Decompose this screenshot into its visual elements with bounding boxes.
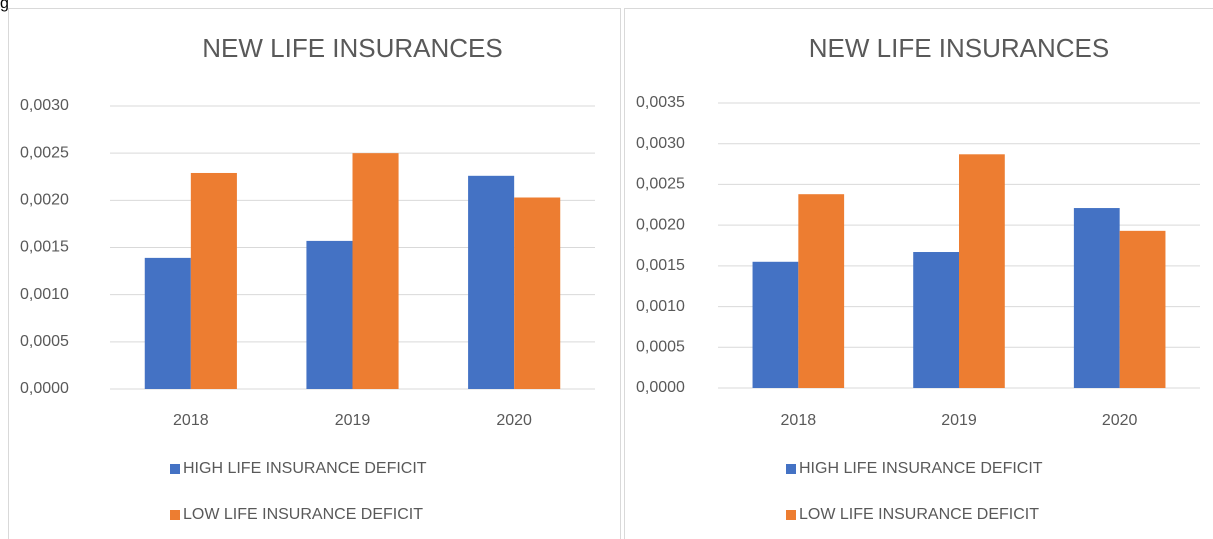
bar	[1073, 208, 1120, 388]
legend-label: LOW LIFE INSURANCE DEFICIT	[183, 506, 423, 523]
x-tick-label: 2018	[173, 412, 209, 429]
bar	[144, 257, 191, 389]
y-tick-label: 0,0020	[636, 216, 685, 233]
y-tick-label: 0,0015	[20, 239, 69, 256]
bar	[1119, 230, 1166, 388]
y-tick-label: 0,0025	[20, 144, 69, 161]
y-tick-label: 0,0025	[636, 176, 685, 193]
y-tick-label: 0,0035	[636, 94, 685, 111]
legend-swatch	[786, 510, 796, 520]
fragment: g	[0, 0, 9, 12]
legend-swatch	[786, 464, 796, 474]
legend-label: HIGH LIFE INSURANCE DEFICIT	[183, 460, 427, 477]
chart-frame	[8, 8, 621, 539]
y-tick-label: 0,0030	[636, 135, 685, 152]
bar	[352, 153, 399, 389]
x-tick-label: 2019	[335, 412, 371, 429]
y-tick-label: 0,0015	[636, 257, 685, 274]
chart-frame	[624, 8, 1213, 539]
bar	[514, 197, 561, 389]
y-tick-label: 0,0020	[20, 192, 69, 209]
legend-label: LOW LIFE INSURANCE DEFICIT	[799, 506, 1039, 523]
legend-swatch	[170, 510, 180, 520]
bar	[913, 252, 959, 388]
bar	[190, 172, 237, 389]
x-tick-label: 2019	[941, 412, 977, 429]
legend-label: HIGH LIFE INSURANCE DEFICIT	[799, 460, 1043, 477]
legend-swatch	[170, 464, 180, 474]
y-tick-label: 0,0010	[20, 286, 69, 303]
bar	[306, 240, 353, 389]
y-tick-label: 0,0005	[636, 339, 685, 356]
y-tick-label: 0,0030	[20, 97, 69, 114]
bar	[959, 154, 1005, 388]
y-tick-label: 0,0010	[636, 298, 685, 315]
x-tick-label: 2020	[1102, 412, 1138, 429]
x-tick-label: 2020	[496, 412, 532, 429]
bar	[468, 175, 515, 389]
chart-title: NEW LIFE INSURANCES	[809, 33, 1110, 63]
y-tick-label: 0,0005	[20, 333, 69, 350]
chart-title: NEW LIFE INSURANCES	[202, 33, 503, 63]
y-tick-label: 0,0000	[20, 380, 69, 397]
y-tick-label: 0,0000	[636, 379, 685, 396]
x-tick-label: 2018	[781, 412, 817, 429]
bar	[752, 261, 799, 388]
bar	[798, 194, 845, 388]
